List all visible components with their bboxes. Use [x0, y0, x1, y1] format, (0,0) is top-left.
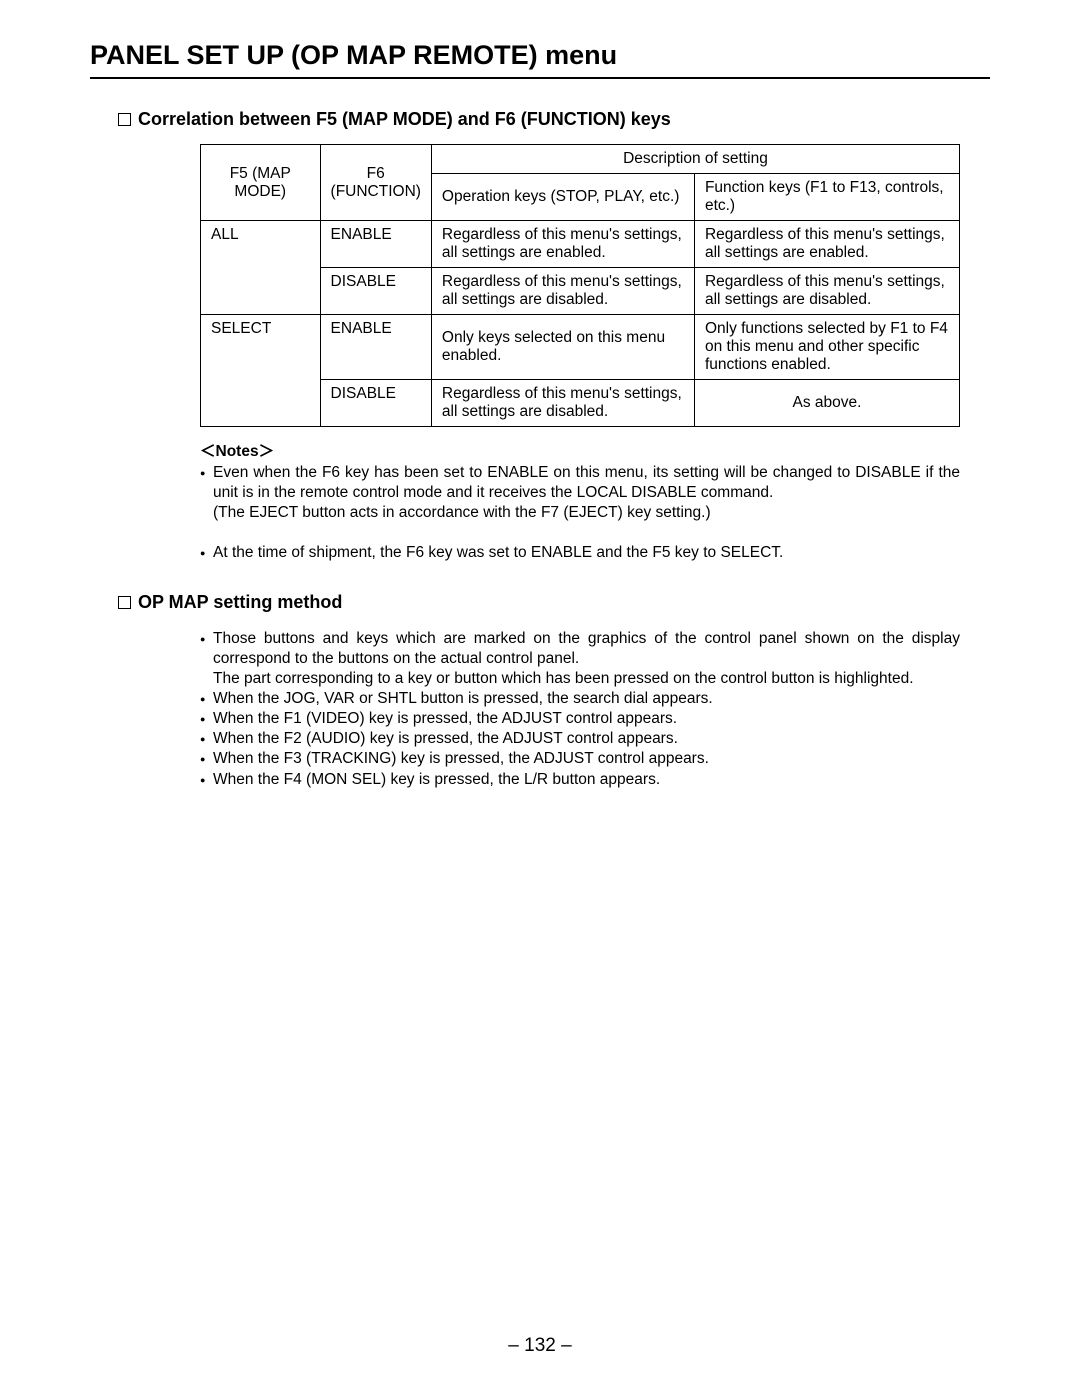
- method-item-4: When the F2 (AUDIO) key is pressed, the …: [200, 729, 960, 749]
- correlation-heading: Correlation between F5 (MAP MODE) and F6…: [118, 109, 990, 130]
- cell-f5-select: SELECT: [201, 315, 321, 427]
- notes-heading: ＜Notes＞: [200, 439, 960, 461]
- col-desc1-header: Operation keys (STOP, PLAY, etc.): [431, 174, 694, 221]
- cell-d2-r2: Regardless of this menu's settings, all …: [694, 268, 959, 315]
- cell-d2-r4: As above.: [694, 380, 959, 427]
- method-item-6: When the F4 (MON SEL) key is pressed, th…: [200, 770, 960, 790]
- cell-d2-r1: Regardless of this menu's settings, all …: [694, 221, 959, 268]
- table-header-row-1: F5 (MAP MODE) F6 (FUNCTION) Description …: [201, 145, 960, 174]
- method-item-1-sub: The part corresponding to a key or butto…: [200, 669, 960, 689]
- cell-d1-r1: Regardless of this menu's settings, all …: [431, 221, 694, 268]
- cell-d1-r2: Regardless of this menu's settings, all …: [431, 268, 694, 315]
- cell-f6-disable-2: DISABLE: [320, 380, 431, 427]
- cell-d1-r4: Regardless of this menu's settings, all …: [431, 380, 694, 427]
- notes-block: ＜Notes＞ Even when the F6 key has been se…: [200, 439, 960, 564]
- notes-list: Even when the F6 key has been set to ENA…: [200, 463, 960, 503]
- cell-d2-r3: Only functions selected by F1 to F4 on t…: [694, 315, 959, 380]
- col-desc-header: Description of setting: [431, 145, 959, 174]
- cell-f6-disable-1: DISABLE: [320, 268, 431, 315]
- method-list: Those buttons and keys which are marked …: [200, 629, 960, 669]
- correlation-heading-text: Correlation between F5 (MAP MODE) and F6…: [138, 109, 671, 129]
- note-2: At the time of shipment, the F6 key was …: [200, 543, 960, 563]
- box-icon: [118, 113, 131, 126]
- method-item-2: When the JOG, VAR or SHTL button is pres…: [200, 689, 960, 709]
- cell-f5-all: ALL: [201, 221, 321, 315]
- cell-f6-enable-1: ENABLE: [320, 221, 431, 268]
- method-block: Those buttons and keys which are marked …: [200, 629, 960, 790]
- table-row: SELECT ENABLE Only keys selected on this…: [201, 315, 960, 380]
- notes-list-2: At the time of shipment, the F6 key was …: [200, 543, 960, 563]
- method-item-1: Those buttons and keys which are marked …: [200, 629, 960, 669]
- method-item-3: When the F1 (VIDEO) key is pressed, the …: [200, 709, 960, 729]
- method-item-5: When the F3 (TRACKING) key is pressed, t…: [200, 749, 960, 769]
- method-heading: OP MAP setting method: [118, 592, 990, 613]
- note-1-sub: (The EJECT button acts in accordance wit…: [200, 503, 960, 523]
- table-row: ALL ENABLE Regardless of this menu's set…: [201, 221, 960, 268]
- col-f5-header: F5 (MAP MODE): [201, 145, 321, 221]
- page-number: – 132 –: [0, 1335, 1080, 1357]
- cell-d1-r3: Only keys selected on this menu enabled.: [431, 315, 694, 380]
- note-1: Even when the F6 key has been set to ENA…: [200, 463, 960, 503]
- method-heading-text: OP MAP setting method: [138, 592, 342, 612]
- correlation-table: F5 (MAP MODE) F6 (FUNCTION) Description …: [200, 144, 960, 427]
- box-icon: [118, 596, 131, 609]
- method-list-2: When the JOG, VAR or SHTL button is pres…: [200, 689, 960, 790]
- col-f6-header: F6 (FUNCTION): [320, 145, 431, 221]
- col-desc2-header: Function keys (F1 to F13, controls, etc.…: [694, 174, 959, 221]
- cell-f6-enable-2: ENABLE: [320, 315, 431, 380]
- page-title: PANEL SET UP (OP MAP REMOTE) menu: [90, 40, 990, 79]
